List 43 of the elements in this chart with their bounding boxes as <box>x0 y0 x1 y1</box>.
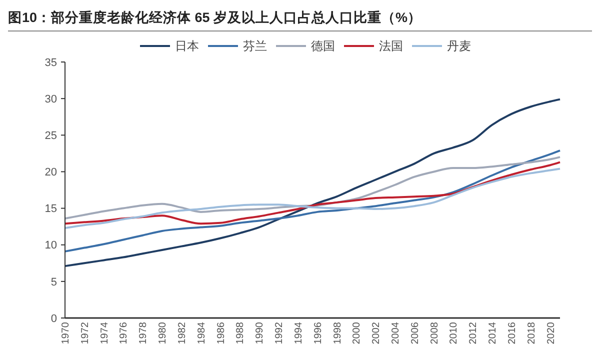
x-tick-label: 1996 <box>312 322 324 344</box>
y-tick-label: 0 <box>50 312 57 325</box>
line-series <box>64 98 561 268</box>
x-tick-label: 1978 <box>138 322 150 344</box>
x-tick-label: 2016 <box>506 322 518 344</box>
legend-label: 法国 <box>379 39 403 54</box>
x-tick-label: 1998 <box>332 322 344 344</box>
line-series <box>64 168 561 230</box>
x-tick-label: 2018 <box>526 322 538 344</box>
y-tick-label: 15 <box>44 203 57 216</box>
legend-label: 日本 <box>175 39 199 54</box>
x-tick-label: 1982 <box>176 322 188 344</box>
x-tick-label: 2006 <box>410 322 421 344</box>
x-tick-label: 2014 <box>488 322 499 344</box>
x-tick-label: 1988 <box>235 322 246 344</box>
x-tick-label: 1976 <box>118 322 130 344</box>
y-tick-label: 10 <box>44 240 57 252</box>
x-tick-label: 1974 <box>99 322 110 344</box>
legend-label: 丹麦 <box>447 39 471 54</box>
x-tick-label: 2010 <box>448 322 460 344</box>
x-tick-label: 1980 <box>158 322 169 344</box>
y-tick-label: 20 <box>44 166 57 179</box>
x-tick-label: 2002 <box>371 322 382 344</box>
x-tick-label: 2008 <box>429 322 440 344</box>
x-tick-label: 1970 <box>60 322 72 344</box>
line-series <box>64 150 561 252</box>
y-tick-label: 35 <box>44 56 57 69</box>
y-tick-label: 25 <box>44 130 57 142</box>
y-tick-label: 5 <box>50 276 57 288</box>
x-tick-label: 1992 <box>274 322 286 344</box>
x-tick-label: 1986 <box>216 322 227 344</box>
legend-label: 德国 <box>311 39 335 54</box>
x-tick-label: 2020 <box>546 322 557 344</box>
x-tick-label: 2004 <box>390 322 402 344</box>
x-tick-label: 1990 <box>254 322 266 344</box>
chart-title: 图10：部分重度老龄化经济体 65 岁及以上人口占总人口比重（%） <box>8 9 422 25</box>
x-tick-label: 1994 <box>293 322 304 344</box>
y-tick-label: 30 <box>44 93 57 106</box>
x-tick-label: 1972 <box>80 322 91 344</box>
x-tick-label: 1984 <box>196 322 208 344</box>
x-tick-label: 2000 <box>352 322 363 344</box>
legend-label: 芬兰 <box>243 39 267 54</box>
x-tick-label: 2012 <box>468 322 480 344</box>
